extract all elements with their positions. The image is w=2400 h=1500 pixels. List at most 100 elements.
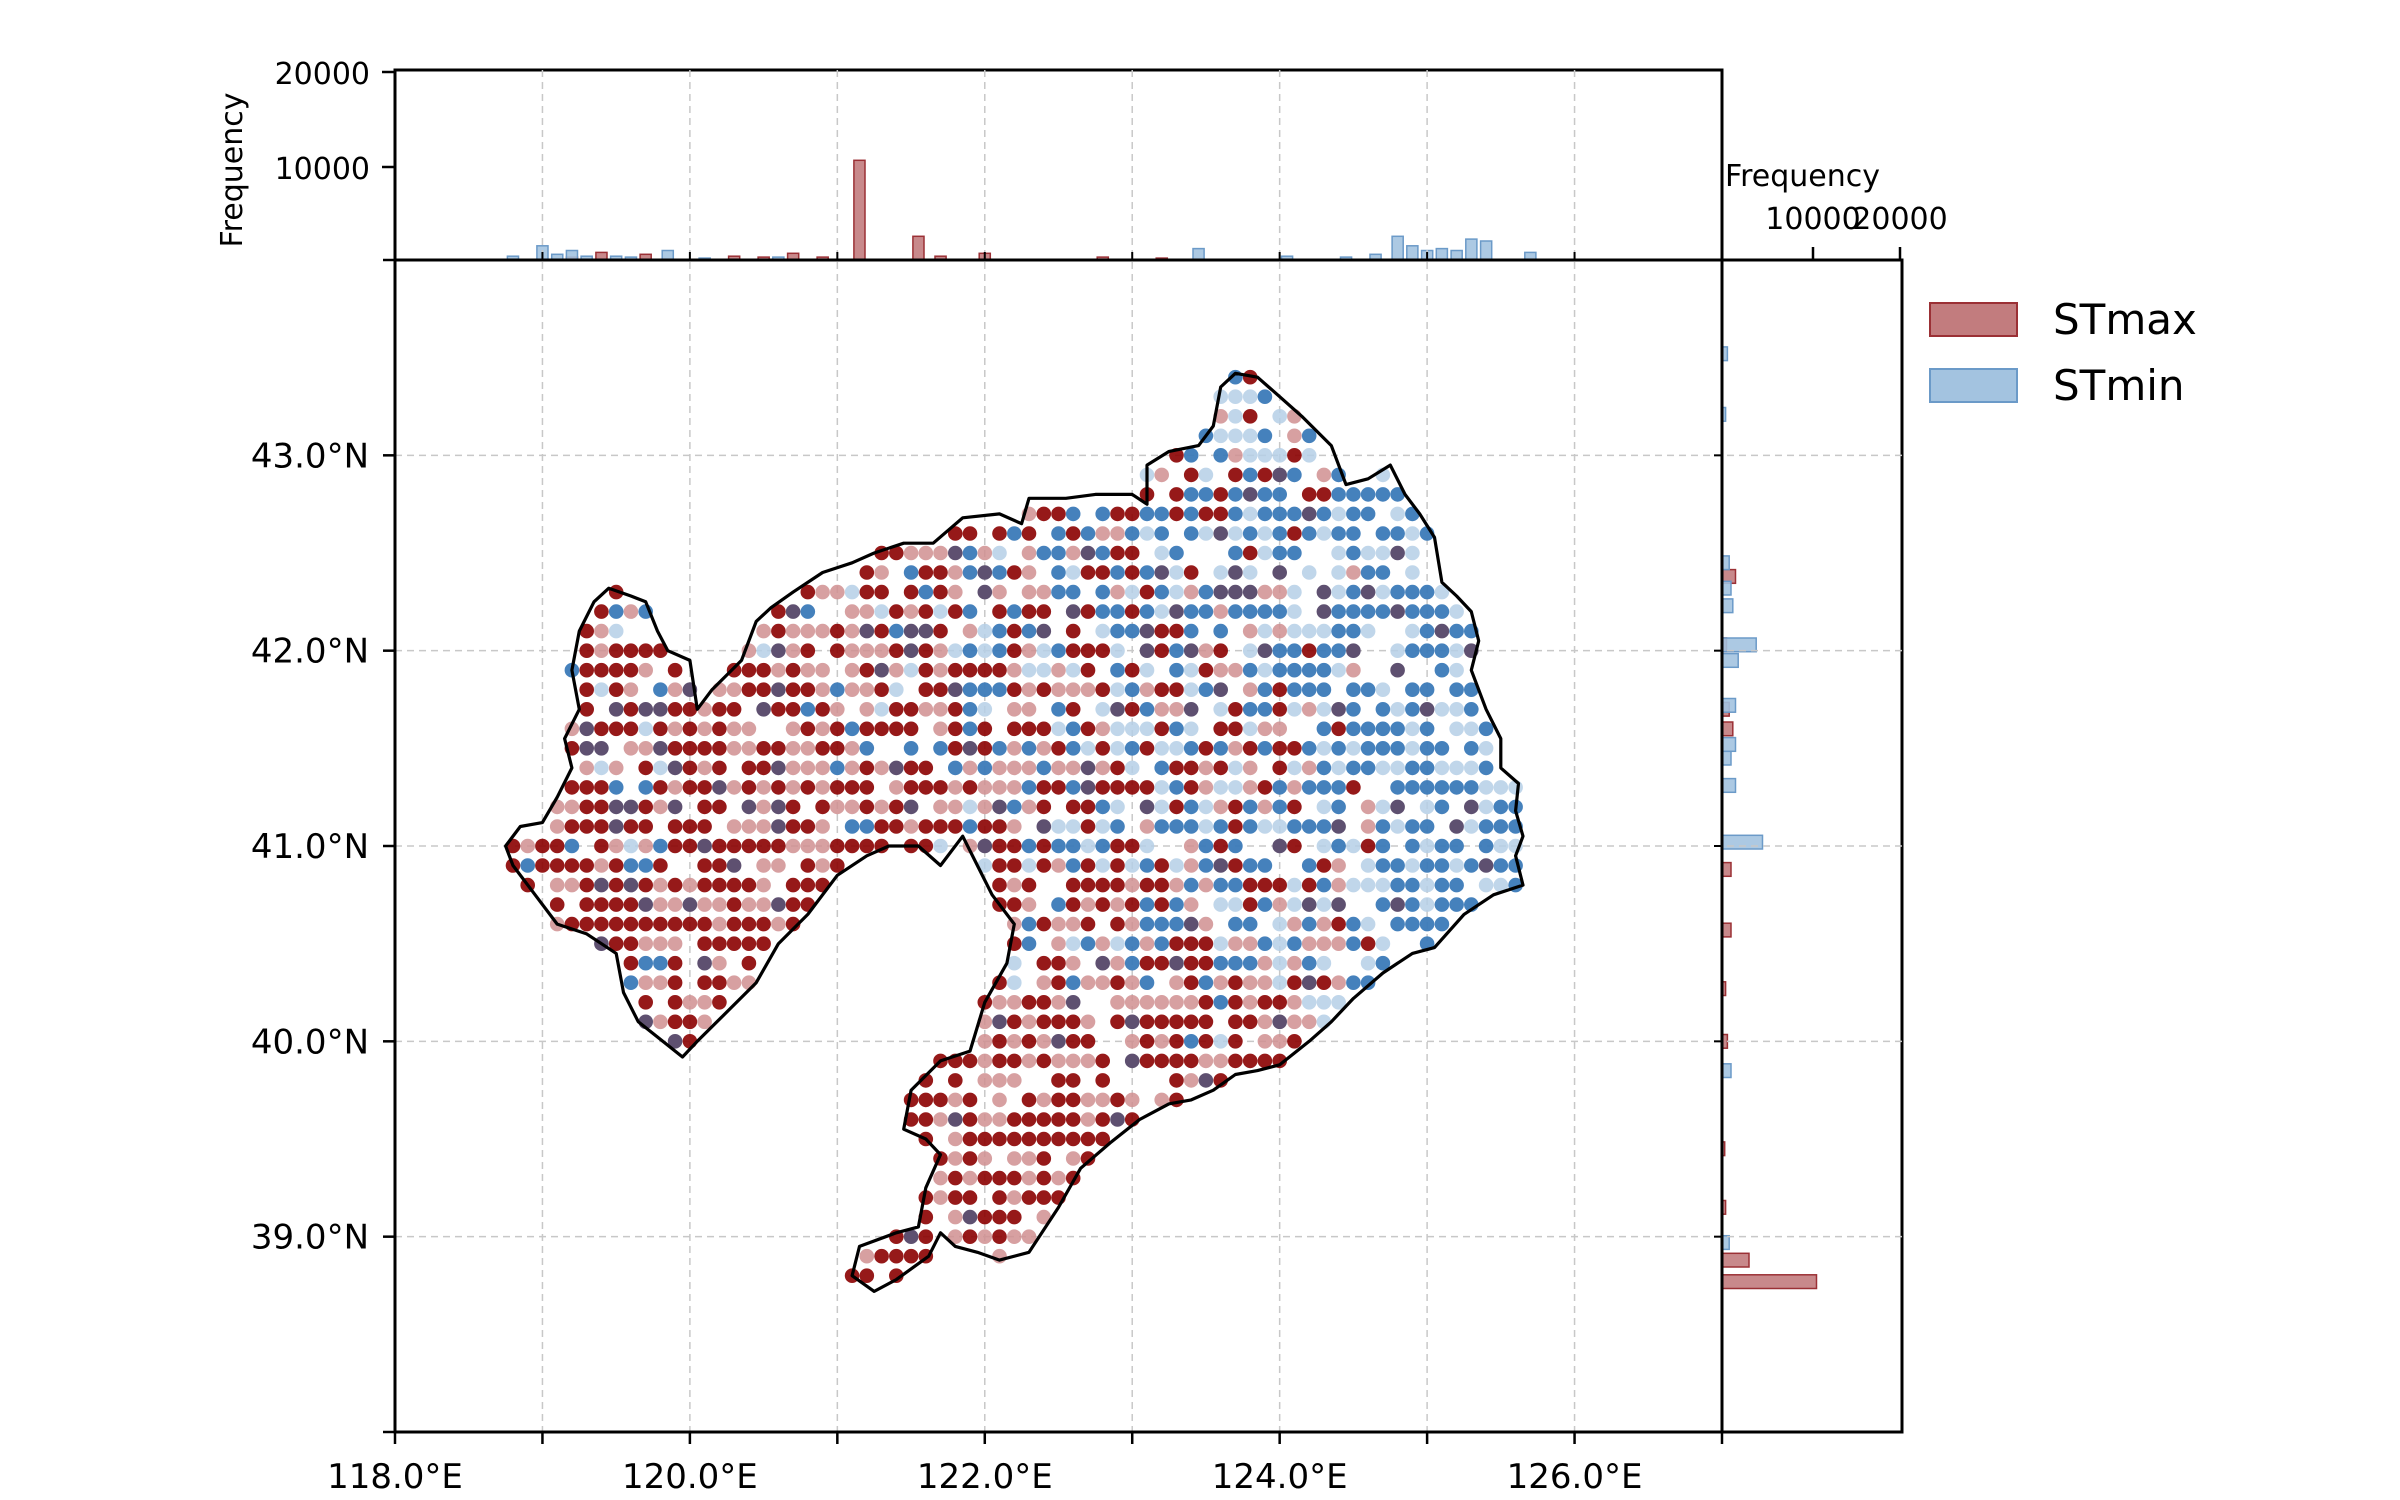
point-stmin (1287, 623, 1302, 639)
point-stmax (1124, 1034, 1140, 1049)
point-stmin (903, 741, 919, 756)
point-stmin (1124, 584, 1140, 600)
point-stmax (830, 623, 845, 639)
point-stmax (785, 838, 801, 854)
point-stmin (1154, 936, 1169, 951)
point-stmin (1007, 526, 1022, 541)
point-stmax (579, 760, 594, 776)
point-stmax (1007, 643, 1022, 658)
point-stmin (1346, 584, 1361, 600)
point-stmax (903, 799, 919, 815)
point-stmin (1449, 838, 1464, 854)
point-stmax (1095, 741, 1110, 756)
point-stmax (1065, 1014, 1081, 1030)
point-stmin (1390, 819, 1405, 834)
point-stmin (1449, 721, 1464, 737)
point-stmin (1478, 741, 1494, 756)
point-stmax (682, 780, 698, 795)
point-stmax (1051, 741, 1066, 756)
point-stmax (1021, 1151, 1037, 1166)
point-stmin (1213, 526, 1228, 541)
point-stmax (785, 760, 801, 776)
point-stmin (1051, 819, 1066, 834)
point-stmin (1242, 565, 1258, 580)
point-stmax (1051, 760, 1066, 776)
point-stmax (697, 741, 712, 756)
point-stmin (1257, 428, 1273, 444)
point-stmin (1110, 799, 1125, 815)
point-stmax (771, 702, 786, 717)
point-stmax (564, 799, 580, 815)
point-stmin (800, 604, 816, 619)
y-tick-label: 42.0°N (251, 632, 369, 672)
point-stmin (1065, 936, 1081, 951)
point-stmax (623, 897, 639, 912)
point-stmax (830, 702, 845, 717)
point-stmax (1346, 780, 1361, 795)
point-stmax (594, 721, 609, 737)
point-stmax (1198, 955, 1214, 971)
point-stmin (564, 838, 580, 854)
point-stmax (948, 741, 963, 756)
point-stmin (1434, 662, 1450, 678)
point-stmax (1169, 682, 1184, 697)
point-stmax (859, 565, 875, 580)
point-stmax (918, 682, 934, 697)
point-stmax (1183, 897, 1199, 912)
top-bar-stmax (853, 159, 866, 261)
point-stmax (594, 623, 609, 639)
point-stmin (1493, 819, 1509, 834)
point-stmin (1198, 799, 1214, 815)
point-stmin (1346, 975, 1361, 990)
point-stmax (933, 545, 948, 561)
point-stmax (1007, 1112, 1022, 1127)
point-stmin (1405, 623, 1420, 639)
point-stmax (623, 936, 639, 951)
point-stmax (948, 721, 963, 737)
point-stmax (1257, 975, 1273, 990)
point-stmax (1154, 721, 1169, 737)
point-stmax (1301, 936, 1317, 951)
point-stmax (1213, 506, 1228, 522)
point-stmax (1257, 955, 1273, 971)
point-stmax (1007, 838, 1022, 854)
point-stmin (1095, 799, 1110, 815)
point-stmin (1390, 760, 1405, 776)
point-stmax (1080, 1131, 1096, 1147)
point-stmin (1405, 545, 1420, 561)
point-stmin (1375, 936, 1391, 951)
point-stmin (1390, 643, 1405, 658)
point-stmin (1360, 955, 1376, 971)
point-stmin (653, 760, 668, 776)
point-stmin (1183, 487, 1199, 502)
point-stmax (1228, 858, 1243, 873)
point-stmin (1139, 858, 1155, 873)
point-stmax (1272, 741, 1287, 756)
point-stmax (697, 897, 712, 912)
point-stmin (1110, 819, 1125, 834)
point-stmax (1139, 819, 1155, 834)
point-stmax (726, 780, 742, 795)
point-stmax (1257, 1034, 1273, 1049)
point-stmax (933, 1092, 948, 1108)
point-stmin (1390, 662, 1405, 678)
point-stmax (1346, 565, 1361, 580)
point-stmax (1301, 487, 1317, 502)
point-stmax (697, 721, 712, 737)
point-stmin (800, 702, 816, 717)
point-stmin (1124, 682, 1140, 697)
point-stmin (594, 682, 609, 697)
point-stmax (756, 760, 771, 776)
point-stmax (844, 799, 860, 815)
point-stmax (815, 623, 830, 639)
point-stmax (889, 819, 904, 834)
point-stmax (1007, 721, 1022, 737)
point-stmax (1169, 936, 1184, 951)
point-stmax (918, 545, 934, 561)
point-stmin (1183, 741, 1199, 756)
point-stmax (1051, 780, 1066, 795)
top-bar-stmax (912, 235, 925, 261)
point-stmin (1405, 702, 1420, 717)
point-stmax (1065, 1092, 1081, 1108)
point-stmax (638, 702, 653, 717)
